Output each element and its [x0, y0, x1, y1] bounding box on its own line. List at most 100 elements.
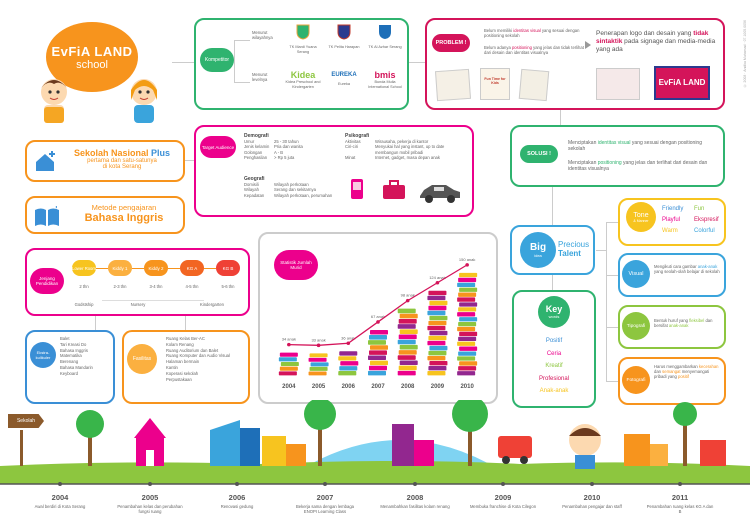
trend-point: [287, 342, 291, 347]
fotografi-badge: Fotografi: [622, 366, 650, 394]
bus-icon: [498, 436, 532, 464]
year-tick-label: 2006: [342, 384, 356, 390]
level-2: Kiddy 1: [108, 260, 132, 276]
fasilitas-list: Ruang Kelas Ber-AC Kolam Renang Ruang Audi…: [166, 336, 230, 382]
fasilitas-badge: Fasilitas: [127, 344, 157, 374]
demografi-row: Golongan A - B: [244, 149, 284, 155]
geografi-row: Wilayah Serang dan sekitarnya: [244, 187, 316, 193]
timeline-year: 2007: [316, 493, 334, 502]
car-icon: [420, 185, 460, 203]
psikografi-row: membangun mobil pribadi: [375, 149, 424, 155]
keywords-badge: Key words: [538, 296, 570, 328]
building-orange-icon: [624, 434, 668, 466]
geografi-title: Geografi: [244, 176, 265, 182]
age-1: 2 thn: [79, 284, 89, 289]
house-pink-icon: [134, 418, 166, 466]
psikografi-row: Minat Internet, gadget, masa depan anak: [345, 154, 440, 160]
demografi-row: Jenis kelamin Pria dan wanita: [244, 144, 303, 150]
tone-ekspresif: Ekspresif: [694, 217, 719, 223]
problem-point-1: Belum memiliki identitas visual yang ses…: [484, 28, 580, 39]
bigidea-badge: Big idea: [520, 232, 556, 268]
timeline-desc: Awal berdiri di Kota Serang: [34, 504, 86, 509]
kids-illustration: [41, 79, 157, 123]
demografi-block: Demografi Umur 25 - 30 tahun Jenis kelamin…: [244, 133, 329, 160]
manner-word: & Manner: [633, 218, 649, 223]
problem-point-2: Belum adanya positioning yang jelas dan …: [484, 45, 584, 56]
demografi-row: Penghasilan > Rp 5 juta: [244, 154, 295, 160]
tagline-d: di kota Serang: [102, 164, 142, 170]
crest-logo-icon: [337, 24, 351, 40]
school5-name: Eureka: [337, 82, 351, 86]
building-purple-icon: [392, 424, 434, 466]
level-1: Lower Room: [72, 260, 96, 276]
logo-circle: EvFiA LAND school: [46, 22, 138, 92]
fotografi-text: Harus menggambarkan kecerahan dan semang…: [654, 364, 719, 380]
value-label: 34 anak: [282, 337, 296, 342]
value-label: 36 anak: [341, 335, 355, 340]
tagline-metode: ! Metode pengajaran Bahasa Inggris: [25, 196, 185, 234]
age-3: 3-4 thn: [149, 284, 163, 289]
age-4: 4-5 thn: [185, 284, 199, 289]
timeline-year: 2011: [671, 493, 689, 502]
svg-text:!: !: [55, 206, 58, 212]
keywords-box: [512, 290, 596, 408]
group-2: Nursery: [130, 302, 146, 307]
student-count-chart: 34 anak 2004 33 anak 2005 36 anak 2006 67 anak…: [278, 257, 478, 390]
metode-a: Metode pengajaran: [91, 203, 157, 212]
tagline-b: Plus: [151, 148, 171, 158]
bmis-logo: bmis: [374, 70, 396, 80]
group-1: Godstship: [74, 302, 94, 307]
timeline-desc: Renovasi gedung: [220, 504, 254, 509]
psikografi-title: Psikografi: [345, 133, 370, 139]
tagline-nasional-plus: Sekolah Nasional Plus pertama dan satu-s…: [25, 140, 185, 182]
tagline-a: Sekolah Nasional: [73, 148, 149, 158]
tone-word: Tone: [633, 211, 649, 219]
tree-icon: [452, 400, 488, 466]
signage-thumb-5: EvFiA LAND: [654, 66, 710, 100]
timeline-desc: Membuka franchise di Kota Cilegon: [469, 504, 537, 509]
year-tick-label: 2005: [312, 384, 326, 390]
signage-thumb-2: Fun Time for Kids: [480, 68, 510, 100]
tone-warm: Warm: [662, 228, 678, 234]
logo-sub: school: [76, 58, 108, 71]
school1-name: TK Mardi Yuana Serang: [289, 45, 317, 55]
keyword-2: Ceria: [546, 350, 562, 357]
demografi-title: Demografi: [244, 133, 269, 139]
timeline-year: 2009: [494, 493, 512, 502]
landscape-illustration: [0, 400, 750, 530]
big-word: Big: [529, 241, 547, 253]
alazhar-logo-icon: [379, 25, 391, 39]
bar-2004: [278, 352, 299, 376]
visual-text: Mengikuti cara gambar anak-anak yang seo…: [654, 264, 720, 275]
level-5: KG B: [216, 260, 240, 276]
problem-badge: PROBLEM !: [432, 34, 470, 52]
school6-name: Bunda Mulia International School: [368, 80, 402, 90]
timeline-desc: Penambahan pengajar dan staff: [562, 504, 622, 509]
logo-name: EvFiA LAND: [51, 43, 133, 59]
year-tick-label: 2009: [431, 384, 445, 390]
competitor-grp2: Menurut levelnya: [252, 72, 268, 83]
bigidea-text: Precious Talent: [558, 240, 589, 258]
kid-boy-icon: [41, 79, 67, 123]
tree-icon: [673, 402, 697, 466]
timeline-desc: Penambahan ruang kelas KG A dan B: [646, 504, 714, 514]
house-icon: [36, 151, 55, 171]
bar-2005: [308, 353, 329, 376]
signage-thumb-3: [518, 68, 550, 102]
arrow-right-icon: [585, 41, 591, 49]
book-icon: !: [35, 206, 59, 226]
value-label: 98 anak: [401, 293, 415, 298]
school4-name: Kidea Preschool and Kindergarten: [285, 80, 321, 90]
tree-icon: [76, 410, 104, 466]
value-label: 67 anak: [371, 314, 385, 319]
signage-thumb-1: [434, 68, 472, 102]
talent-word: Talent: [558, 249, 581, 258]
year-tick-label: 2008: [401, 384, 415, 390]
audience-badge: Target Audience: [200, 136, 236, 158]
solution-point-2: Menciptakan positioning yang jelas dan t…: [568, 160, 708, 172]
competitor-badge: Kompetitor: [200, 48, 234, 72]
signage-thumb-4: [596, 68, 640, 100]
geografi-block: Geografi Domisili Wilayah perkotaan Wilaya…: [244, 176, 339, 198]
idea-word: idea: [534, 252, 542, 258]
tipografi-text: Bentuk huruf yang fleksibel dan bersifat…: [654, 318, 713, 329]
